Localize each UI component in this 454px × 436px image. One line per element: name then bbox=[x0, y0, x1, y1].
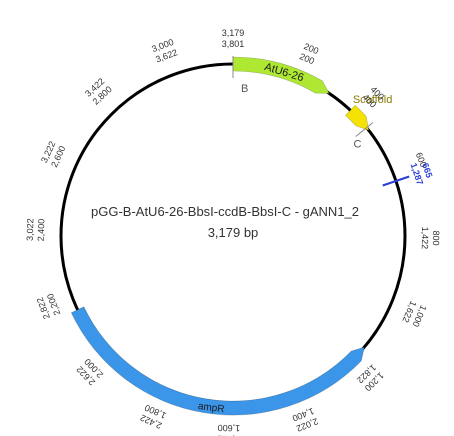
tick-label: 2,222 bbox=[217, 434, 240, 436]
feature-atu6-arrow[interactable] bbox=[232, 56, 330, 94]
feature-scaffold-label: Scaffold bbox=[353, 94, 393, 106]
site-label: 665 bbox=[420, 162, 434, 179]
tick-label: 800 bbox=[431, 231, 441, 246]
marker-c-line bbox=[355, 122, 374, 137]
tick-label: 3,179 bbox=[222, 28, 245, 38]
tick-label: 2,400 bbox=[36, 219, 47, 242]
plasmid-length: 3,179 bp bbox=[208, 225, 259, 240]
plasmid-name: pGG-B-AtU6-26-BbsI-ccdB-BbsI-C - gANN1_2 bbox=[91, 204, 359, 219]
tick-label: 3,022 bbox=[25, 218, 36, 241]
marker-c-label: C bbox=[354, 139, 362, 151]
feature-scaffold-arrow[interactable] bbox=[345, 104, 370, 131]
tick-1600: 2,2221,600 bbox=[217, 423, 240, 436]
tick-label: 1,600 bbox=[218, 423, 241, 433]
marker-b-label: B bbox=[241, 83, 248, 95]
tick-2400: 3,022 2,400 bbox=[25, 218, 47, 241]
tick-label: 3,801 bbox=[222, 39, 245, 49]
site-marker[interactable] bbox=[382, 175, 410, 187]
feature-ampr-arrow[interactable] bbox=[70, 306, 365, 416]
tick-label: 1,422 bbox=[420, 227, 430, 250]
feature-ampr-label: ampR bbox=[197, 401, 225, 415]
